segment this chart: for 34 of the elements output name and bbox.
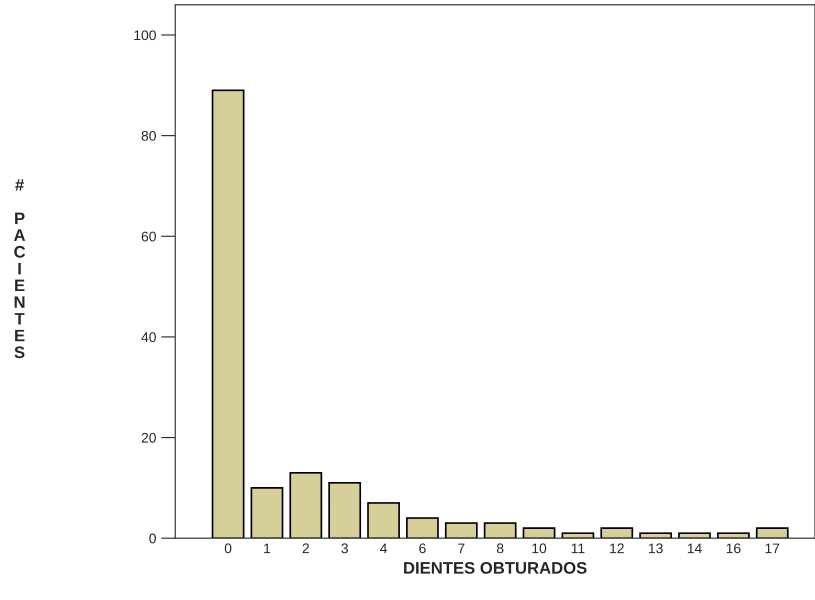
bar (756, 527, 789, 538)
x-tick-label: 0 (224, 543, 232, 554)
y-tick-label: 80 (142, 130, 156, 141)
x-axis-title: DIENTES OBTURADOS (404, 562, 587, 574)
x-tick-label: 2 (302, 543, 309, 554)
x-tick-label: 11 (572, 544, 584, 554)
y-tick-label: 20 (142, 432, 156, 443)
bar (522, 527, 556, 538)
bar (250, 487, 284, 538)
x-tick-label: 4 (380, 544, 388, 554)
bar (212, 90, 244, 538)
bar (484, 522, 517, 538)
text: # PACIENTES (14, 179, 26, 358)
x-tick-label: 12 (610, 543, 624, 554)
bar (600, 527, 634, 538)
y-tick-label: 0 (149, 534, 156, 544)
x-tick-label: 7 (458, 544, 464, 554)
x-tick-label: 1 (264, 544, 270, 554)
y-tick-label: 60 (142, 232, 156, 242)
bar (406, 517, 439, 538)
x-tick-label: 16 (726, 543, 740, 554)
x-tick-label: 6 (419, 543, 426, 554)
bar (328, 482, 362, 538)
bar (289, 472, 322, 538)
bar (367, 502, 400, 538)
y-tick-label: 100 (134, 30, 156, 40)
bar (444, 522, 478, 538)
x-tick-label: 17 (766, 544, 780, 554)
x-tick-label: 14 (688, 544, 702, 554)
y-tick-label: 40 (141, 332, 156, 342)
x-tick-label: 3 (341, 543, 348, 554)
x-tick-label: 8 (496, 543, 504, 554)
x-tick-label: 13 (648, 543, 663, 554)
x-tick-label: 10 (532, 543, 546, 554)
